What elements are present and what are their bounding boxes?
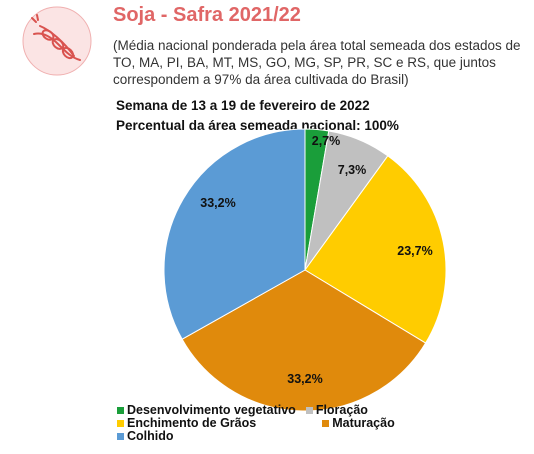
legend-entry-floracao: Floração [305,403,368,417]
pie-data-label-1: 2,7% [312,134,341,148]
soybean-pod-icon [22,6,92,76]
pie-slice-3 [304,155,447,344]
pie-data-label-3: 23,7% [397,244,432,258]
legend-entry-colhido: Colhido [117,430,174,443]
legend-swatch [322,420,330,427]
pie-data-label-4: 33,2% [287,372,322,386]
legend-label: Maturação [332,416,395,430]
page-title: Soja - Safra 2021/22 [113,4,301,26]
legend-swatch [117,420,124,427]
page-subtitle: (Média nacional ponderada pela área tota… [113,38,521,87]
pie-data-label-2: 7,3% [338,163,367,177]
legend-swatch [117,407,124,414]
legend-swatch [305,407,313,414]
legend-entry-desenvolvimento: Desenvolvimento vegetativo [117,404,296,417]
pie-data-labels: 2,7% 7,3% 23,7% 33,2% 33,2% [200,134,432,386]
area-percent-label: Percentual da área semeada nacional: 100… [116,118,399,133]
legend-row: Colhido [117,430,417,443]
legend-swatch [117,433,124,440]
chart-legend: Desenvolvimento vegetativo Floração Ench… [117,404,417,443]
pie-slice-5 [163,128,306,340]
legend-label: Floração [315,403,368,417]
pie-slices [163,128,447,412]
pie-data-label-5: 33,2% [200,196,235,210]
legend-row: Enchimento de Grãos Maturação [117,417,417,430]
legend-entry-maturacao: Maturação [322,417,395,430]
legend-entry-enchimento: Enchimento de Grãos [117,417,256,430]
legend-label: Colhido [127,429,174,443]
legend-label: Enchimento de Grãos [127,416,257,430]
legend-label: Desenvolvimento vegetativo [127,403,296,417]
week-label: Semana de 13 a 19 de fevereiro de 2022 [116,98,370,113]
legend-row: Desenvolvimento vegetativo Floração [117,404,417,417]
